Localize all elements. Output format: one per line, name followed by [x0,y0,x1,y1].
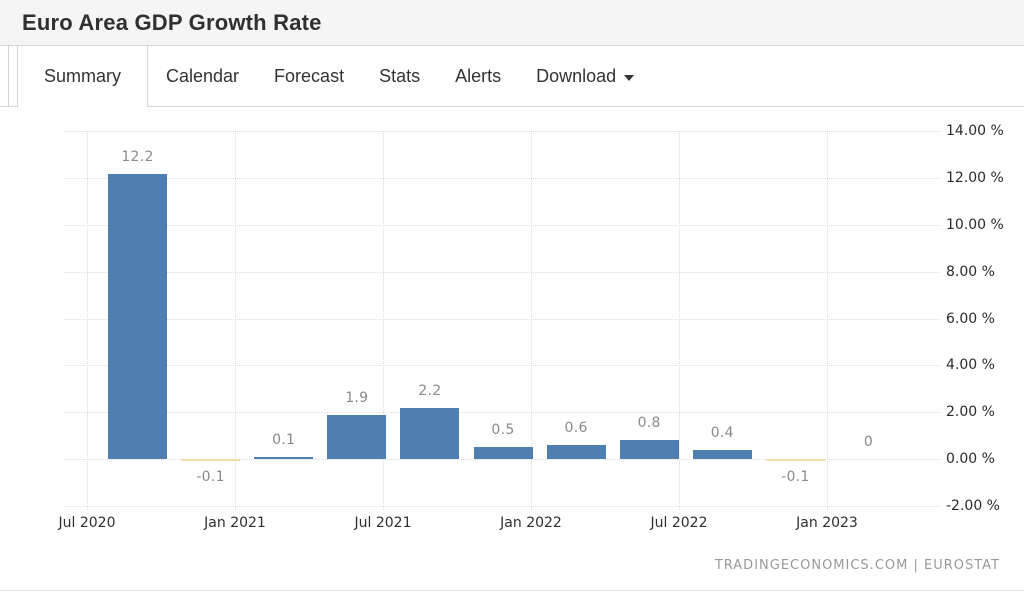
bar[interactable] [181,459,241,462]
bar-value-label: 0 [863,434,874,450]
gridline-vertical [679,131,680,510]
bar[interactable] [254,456,314,459]
gridline-horizontal [65,225,940,226]
tab-calendar[interactable]: Calendar [166,66,239,87]
gridline-vertical [383,131,384,510]
tab-summary-label: Summary [43,66,121,86]
bar[interactable] [619,440,679,459]
tab-bar-left-divider [8,46,9,107]
tab-forecast[interactable]: Forecast [274,66,344,87]
chevron-down-icon [624,74,635,81]
y-axis-label: -2.00 % [946,497,1000,514]
x-axis-label: Jul 2021 [354,515,412,531]
page-bottom-border [0,590,1024,591]
x-axis-label: Jan 2023 [796,515,858,531]
bar-value-label: 1.9 [345,389,369,406]
bar[interactable] [473,447,533,459]
gridline-vertical [531,131,532,510]
gridline-vertical [827,131,828,510]
bar[interactable] [765,459,825,462]
bar-value-label: 0.6 [564,419,588,436]
tab-summary[interactable]: Summary [17,46,148,107]
gridline-horizontal [65,412,940,414]
chart-attribution: TRADINGECONOMICS.COM | EUROSTAT [714,558,1000,573]
gridline-horizontal [65,318,940,320]
gridline-horizontal [65,271,940,273]
y-axis-label: 12.00 % [946,170,1004,187]
y-axis-label: 8.00 % [946,263,995,280]
y-axis-label: 0.00 % [946,451,995,467]
bar-value-label: 0.4 [710,424,734,441]
bar-value-label: 12.2 [121,148,154,165]
y-axis-label: 10.00 % [946,217,1004,233]
gdp-growth-rate-chart: TRADINGECONOMICS.COM | EUROSTAT 14.00 % 1… [0,107,1024,598]
bar[interactable] [327,414,387,459]
bar[interactable] [108,173,167,459]
y-axis-label: 2.00 % [946,404,995,421]
gridline-horizontal [65,178,940,180]
bar-value-label: -0.1 [196,469,225,486]
bar[interactable] [546,444,606,459]
gridline-horizontal [65,365,940,367]
gridline-horizontal [65,459,940,460]
bar-value-label: 0.1 [272,431,296,448]
tab-download[interactable]: Download [536,65,635,87]
bar-value-label: -0.1 [781,469,810,486]
y-axis-label: 14.00 % [946,123,1004,140]
bar[interactable] [400,407,460,459]
tab-bar: Summary Calendar Forecast Stats Alerts Downl… [0,46,1024,107]
gridline-vertical [235,131,236,510]
tab-label: Forecast [274,65,345,86]
bar-value-label: 0.5 [491,422,515,439]
gridline-horizontal [65,131,940,133]
tab-label: Calendar [166,65,240,86]
y-axis-label: 4.00 % [946,357,995,374]
tab-label: Download [536,65,617,86]
tab-label: Stats [379,65,421,86]
page-title: Euro Area GDP Growth Rate [22,10,322,35]
tab-alerts[interactable]: Alerts [455,66,501,87]
tab-row: Calendar Forecast Stats Alerts Download [166,46,635,106]
x-axis-label: Jan 2022 [500,515,562,531]
x-axis-label: Jul 2020 [58,515,116,531]
tab-label: Alerts [455,65,502,86]
bar-value-label: 2.2 [418,382,442,399]
page-header: Euro Area GDP Growth Rate [0,0,1024,46]
x-axis-label: Jan 2021 [204,515,266,531]
tab-bar-divider [0,106,1024,107]
x-axis-label: Jul 2022 [650,515,708,531]
bar-value-label: 0.8 [637,415,661,432]
gridline-horizontal [65,505,940,507]
tab-stats[interactable]: Stats [379,66,420,87]
y-axis-label: 6.00 % [946,310,995,327]
bar[interactable] [692,449,752,459]
gridline-vertical [87,131,88,510]
